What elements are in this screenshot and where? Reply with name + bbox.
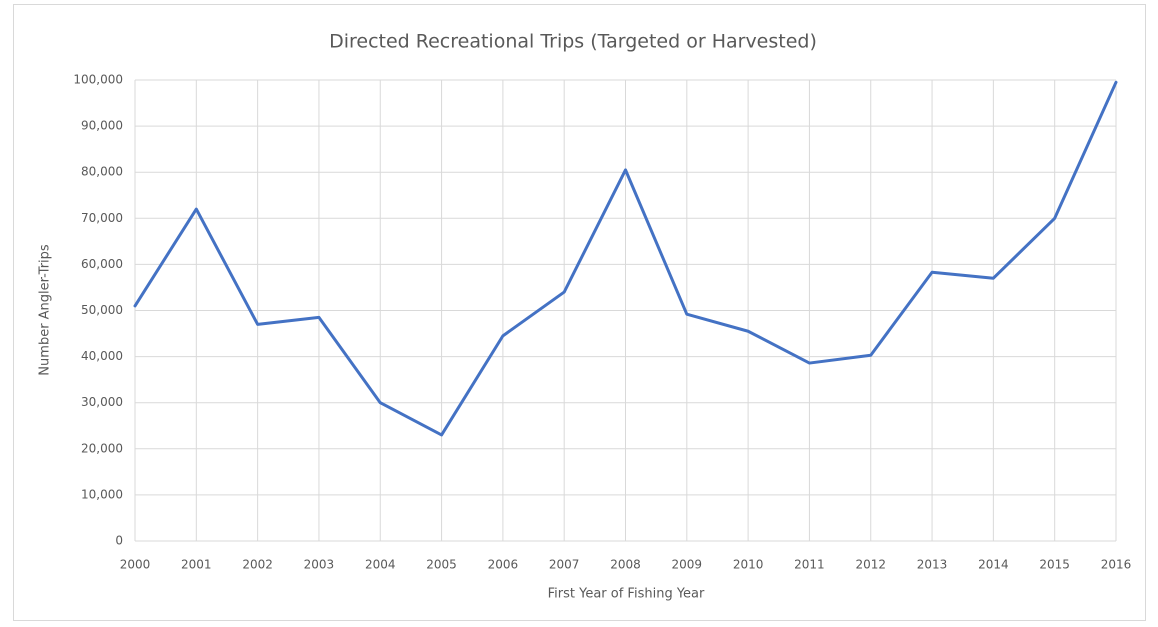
y-tick-label: 70,000 (81, 211, 123, 225)
x-tick-label: 2002 (242, 558, 273, 572)
y-tick-label: 20,000 (81, 441, 123, 455)
y-tick-label: 10,000 (81, 487, 123, 501)
x-tick-label: 2007 (549, 558, 580, 572)
y-tick-label: 80,000 (81, 165, 123, 179)
chart-frame (13, 4, 1146, 621)
y-tick-label: 100,000 (73, 73, 123, 87)
x-axis-label: First Year of Fishing Year (548, 587, 705, 602)
x-tick-label: 2014 (978, 558, 1009, 572)
x-tick-label: 2001 (181, 558, 212, 572)
x-tick-label: 2016 (1101, 558, 1132, 572)
y-tick-label: 40,000 (81, 349, 123, 363)
data-line (133, 80, 1118, 437)
chart-title: Directed Recreational Trips (Targeted or… (329, 31, 817, 53)
y-tick-label: 90,000 (81, 119, 123, 133)
x-tick-label: 2012 (855, 558, 886, 572)
y-axis-label: Number Angler-Trips (38, 244, 53, 376)
x-tick-label: 2011 (794, 558, 825, 572)
y-tick-label: 50,000 (81, 303, 123, 317)
x-tick-label: 2000 (120, 558, 151, 572)
x-tick-label: 2004 (365, 558, 396, 572)
x-tick-label: 2013 (917, 558, 948, 572)
x-tick-label: 2003 (304, 558, 335, 572)
x-tick-label: 2015 (1039, 558, 1070, 572)
y-tick-label: 60,000 (81, 257, 123, 271)
x-tick-label: 2005 (426, 558, 457, 572)
x-tick-label: 2009 (672, 558, 703, 572)
y-tick-label: 30,000 (81, 395, 123, 409)
x-tick-label: 2006 (488, 558, 519, 572)
x-tick-label: 2010 (733, 558, 764, 572)
x-tick-label: 2008 (610, 558, 641, 572)
y-tick-label: 0 (115, 534, 123, 548)
